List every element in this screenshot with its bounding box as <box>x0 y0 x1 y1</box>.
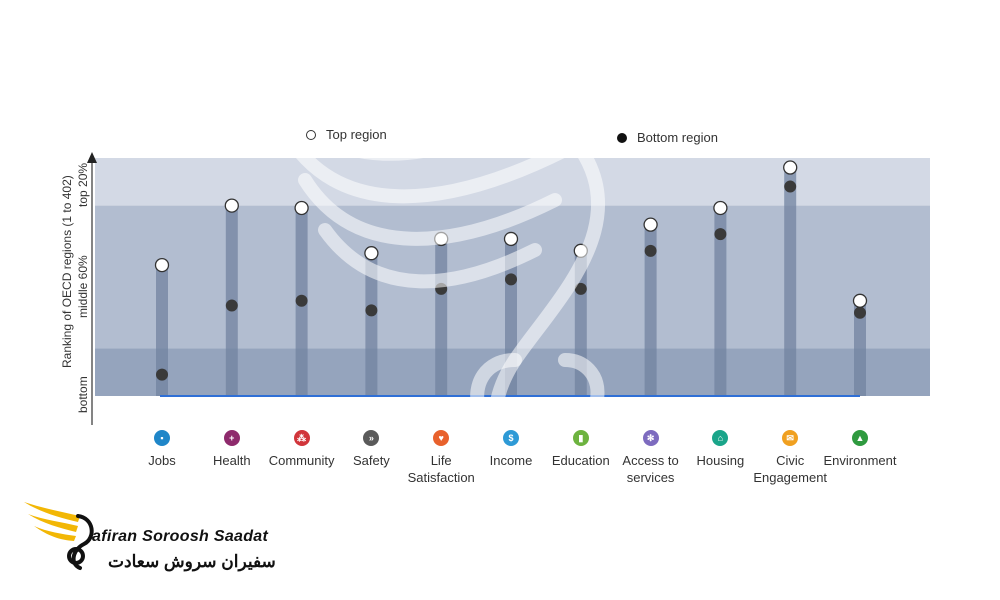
category-item: ♥ Life Satisfaction <box>391 430 491 486</box>
bottom-region-point <box>156 368 168 381</box>
y-axis <box>87 152 97 425</box>
community-people-icon: ⁂ <box>293 430 310 446</box>
environment-tree-icon: ▲ <box>852 430 868 446</box>
category-item: ▲ Environment <box>810 430 910 469</box>
legend-bottom-marker <box>617 133 627 143</box>
y-axis-title: Ranking of OECD regions (1 to 402) <box>60 175 74 368</box>
education-book-icon: ▮ <box>572 430 589 446</box>
band-label-top: top 20% <box>76 162 90 207</box>
category-item: + Health <box>182 430 282 469</box>
category-label: Housing <box>696 453 745 468</box>
safety-runner-icon: » <box>363 430 380 446</box>
top-region-point <box>294 200 309 216</box>
top-region-point <box>503 231 519 247</box>
top-region-point <box>434 231 449 247</box>
bottom-region-point <box>784 180 797 193</box>
legend-bottom-region: Bottom region <box>617 130 718 145</box>
top-region-point <box>364 246 379 261</box>
category-item: $ Income <box>461 430 561 469</box>
stem <box>365 253 378 396</box>
housing-house-icon: ⌂ <box>712 430 729 446</box>
y-axis-label: Ranking of OECD regions (1 to 402) <box>60 175 74 368</box>
category-item: ⌂ Housing <box>670 430 770 469</box>
stem <box>505 238 517 396</box>
band-label-middle: middle 60% <box>76 255 90 318</box>
top-region-point <box>852 293 868 308</box>
stem <box>435 238 448 396</box>
top-region-point <box>573 243 588 258</box>
legend-top-label: Top region <box>326 127 387 142</box>
services-snowflake-icon: ✻ <box>642 430 659 446</box>
heart-icon: ♥ <box>433 430 450 446</box>
category-item: » Safety <box>321 430 421 469</box>
category-item: ✉ Civic Engagement <box>740 430 840 486</box>
brand-name-en: afiran Soroosh Saadat <box>92 528 269 545</box>
bottom-region-point <box>714 228 727 241</box>
legend-top-region: Top region <box>306 127 387 142</box>
category-item: ✻ Access to services <box>601 430 701 486</box>
briefcase-icon: ▪ <box>154 430 170 446</box>
bottom-region-point <box>365 304 378 317</box>
brand-wing-icon <box>24 502 94 570</box>
bottom-region-point <box>644 244 657 257</box>
bottom-region-point <box>435 282 448 295</box>
category-label: Education <box>551 453 610 468</box>
bottom-region-point <box>574 282 587 295</box>
category-item: ⁂ Community <box>252 430 352 469</box>
bottom-region-point <box>505 273 517 286</box>
top-region-point <box>783 160 798 175</box>
civic-envelope-icon: ✉ <box>782 430 799 446</box>
bottom-region-point <box>295 294 308 307</box>
category-label: Safety <box>352 453 390 468</box>
stem <box>854 300 866 396</box>
category-label: Community <box>268 453 335 468</box>
category-label: Environment <box>823 453 897 468</box>
category-label: Access to services <box>622 453 679 485</box>
bottom-region-point <box>854 306 866 319</box>
category-item: ▮ Education <box>531 430 631 469</box>
top-region-point <box>713 200 728 216</box>
stem <box>644 224 657 396</box>
band-label-bottom: bottom <box>76 376 90 413</box>
category-label: Income <box>489 453 533 468</box>
category-label: Jobs <box>148 453 176 468</box>
top-region-point <box>154 257 170 273</box>
brand-logo: afiran Soroosh Saadat سفیران سروش سعادت <box>22 494 292 584</box>
top-region-point <box>643 217 658 232</box>
brand-name-fa: سفیران سروش سعادت <box>108 552 276 571</box>
income-money-icon: $ <box>503 430 519 446</box>
category-label: Civic Engagement <box>753 453 828 485</box>
top-region-point <box>224 198 239 213</box>
legend-top-marker <box>306 130 316 140</box>
stem <box>574 250 587 396</box>
legend-bottom-label: Bottom region <box>637 130 718 145</box>
category-item: ▪ Jobs <box>112 430 212 469</box>
category-label: Life Satisfaction <box>407 453 475 485</box>
stem <box>784 167 797 396</box>
stem <box>156 265 168 396</box>
health-cross-icon: + <box>223 430 240 446</box>
bottom-region-point <box>225 299 238 312</box>
stem <box>714 207 727 396</box>
category-label: Health <box>213 453 251 468</box>
band-top <box>95 158 930 206</box>
